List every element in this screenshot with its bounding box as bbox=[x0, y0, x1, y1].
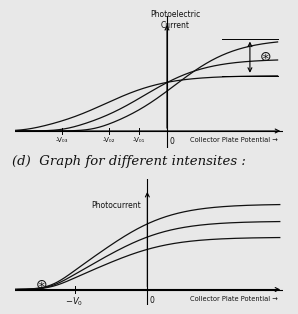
Text: 0: 0 bbox=[150, 295, 155, 305]
Text: Collector Plate Potential →: Collector Plate Potential → bbox=[190, 137, 277, 143]
Text: -V₀₃: -V₀₃ bbox=[56, 137, 68, 143]
Text: Collector Plate Potential →: Collector Plate Potential → bbox=[190, 295, 278, 301]
Text: -V₀₂: -V₀₂ bbox=[103, 137, 115, 143]
Text: Photoelectric
Current: Photoelectric Current bbox=[150, 10, 200, 30]
Text: 0: 0 bbox=[169, 137, 174, 145]
Text: -V₀₁: -V₀₁ bbox=[133, 137, 145, 143]
Text: ⊛: ⊛ bbox=[259, 50, 271, 64]
Text: ⊛: ⊛ bbox=[35, 278, 47, 291]
Text: $-V_0$: $-V_0$ bbox=[66, 295, 83, 308]
Text: (d)  Graph for different intensites :: (d) Graph for different intensites : bbox=[12, 155, 246, 168]
Text: Photocurrent: Photocurrent bbox=[91, 201, 141, 210]
